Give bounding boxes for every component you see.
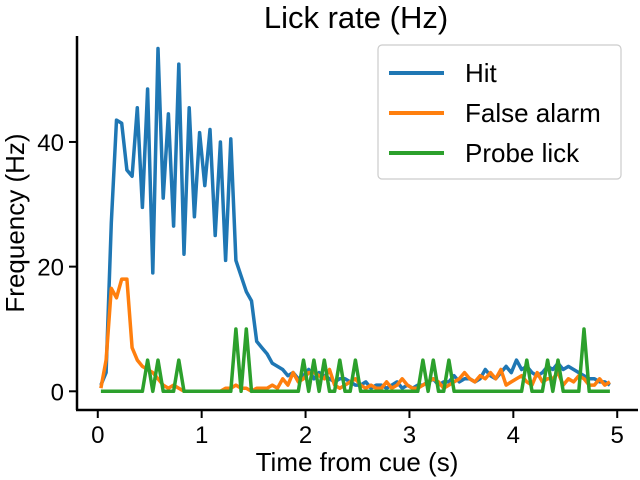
x-tick-label: 5 bbox=[611, 422, 624, 449]
chart-title: Lick rate (Hz) bbox=[264, 0, 448, 35]
legend: Hit False alarm Probe lick bbox=[377, 44, 622, 180]
x-tick-label: 4 bbox=[507, 422, 520, 449]
legend-items: Hit False alarm Probe lick bbox=[389, 58, 601, 168]
y-tick-label: 20 bbox=[37, 255, 64, 282]
y-tick-label: 0 bbox=[51, 379, 64, 406]
series-layer bbox=[99, 46, 611, 394]
series-line-probe-lick bbox=[100, 327, 610, 394]
y-ticks: 0 20 40 bbox=[37, 130, 77, 406]
x-ticks: 0 1 2 3 4 5 bbox=[91, 410, 624, 449]
legend-label-false-alarm: False alarm bbox=[465, 98, 601, 128]
x-tick-label: 1 bbox=[195, 422, 208, 449]
x-tick-label: 2 bbox=[299, 422, 312, 449]
y-tick-label: 40 bbox=[37, 130, 64, 157]
x-tick-label: 3 bbox=[403, 422, 416, 449]
x-axis-label: Time from cue (s) bbox=[256, 447, 459, 477]
x-tick-label: 0 bbox=[91, 422, 104, 449]
y-axis-label: Frequency (Hz) bbox=[0, 133, 30, 312]
legend-label-hit: Hit bbox=[465, 58, 498, 88]
legend-frame bbox=[377, 44, 622, 180]
legend-label-probe-lick: Probe lick bbox=[465, 138, 580, 168]
